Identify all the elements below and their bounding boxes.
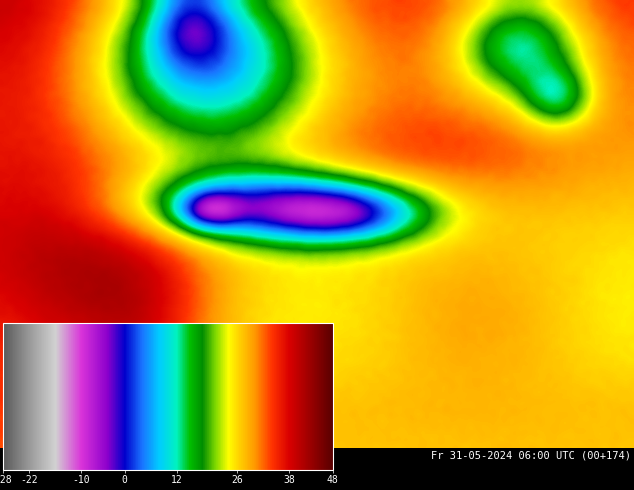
Text: Fr 31-05-2024 06:00 UTC (00+174): Fr 31-05-2024 06:00 UTC (00+174)	[431, 450, 631, 461]
Text: Temperature (2m) [°C] ECMWF: Temperature (2m) [°C] ECMWF	[3, 450, 172, 461]
